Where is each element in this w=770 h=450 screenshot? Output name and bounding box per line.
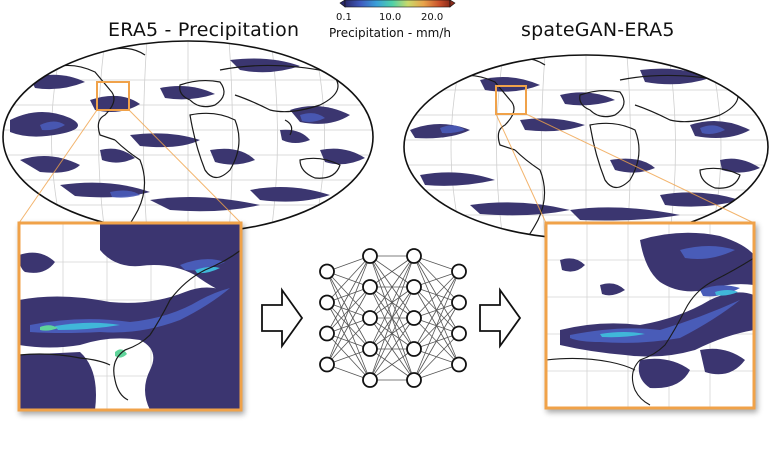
network-edge xyxy=(326,317,371,365)
left-panel-title: ERA5 - Precipitation xyxy=(108,19,300,41)
inset-connectors xyxy=(18,109,755,224)
right-inset-precip xyxy=(560,232,754,389)
colorbar xyxy=(339,0,456,8)
colorbar-min-arrow xyxy=(339,0,346,8)
network-edge xyxy=(369,348,415,381)
colorbar-max-arrow xyxy=(449,0,456,8)
network-edge xyxy=(413,271,460,350)
network-edge xyxy=(369,317,415,381)
network-node xyxy=(406,341,422,357)
right-arrow-icon-right xyxy=(479,287,522,349)
network-node xyxy=(319,263,335,280)
network-node xyxy=(406,310,422,326)
left-map-inset-marker xyxy=(96,81,130,111)
network-edge xyxy=(413,302,460,381)
network-edge xyxy=(413,271,460,288)
network-node xyxy=(362,279,378,295)
network-edge xyxy=(413,333,460,381)
network-node xyxy=(362,341,378,357)
network-edge xyxy=(369,255,415,350)
network-edge xyxy=(369,255,415,319)
colorbar-tick-0: 0.1 xyxy=(336,12,352,23)
network-node xyxy=(451,263,467,280)
colorbar-tick-2: 20.0 xyxy=(421,12,444,23)
network-node xyxy=(451,356,467,373)
right-world-map xyxy=(403,54,769,240)
colorbar-label: Precipitation - mm/h xyxy=(329,26,451,40)
network-edge xyxy=(413,364,460,381)
network-node xyxy=(451,294,467,311)
network-edge xyxy=(326,255,371,334)
network-node xyxy=(406,279,422,295)
colorbar-tick-1: 10.0 xyxy=(379,12,402,23)
network-node xyxy=(362,248,378,264)
left-map-precip xyxy=(10,58,365,212)
network-edge xyxy=(413,255,460,272)
right-map-coastlines xyxy=(444,57,741,239)
left-inset-precip xyxy=(19,223,241,410)
network-node xyxy=(406,248,422,264)
network-edge xyxy=(369,255,415,381)
network-edge xyxy=(326,286,371,365)
network-edge xyxy=(413,271,460,319)
network-node xyxy=(319,294,335,311)
colorbar-bar xyxy=(344,0,451,8)
neural-network-diagram xyxy=(319,248,467,388)
network-node xyxy=(319,356,335,373)
network-edge xyxy=(369,286,415,381)
network-node xyxy=(362,310,378,326)
right-map-inset-marker xyxy=(495,85,527,115)
network-edge xyxy=(413,271,460,381)
network-edge xyxy=(369,255,415,288)
network-node xyxy=(406,372,422,388)
left-inset-zoom xyxy=(17,221,243,412)
network-node xyxy=(362,372,378,388)
left-world-map xyxy=(2,40,374,234)
network-node xyxy=(451,325,467,342)
network-node xyxy=(319,325,335,342)
network-edge xyxy=(326,255,371,365)
right-arrow-icon-left xyxy=(261,287,304,349)
network-edge xyxy=(326,255,371,303)
right-panel-title: spateGAN-ERA5 xyxy=(521,19,675,41)
right-inset-zoom xyxy=(544,221,756,410)
